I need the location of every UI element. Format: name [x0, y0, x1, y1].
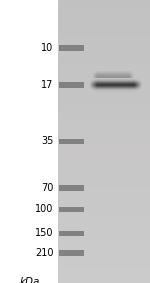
- Text: 10: 10: [41, 43, 53, 53]
- Bar: [59, 250, 84, 256]
- Bar: [0, 0, 58, 283]
- Bar: [59, 82, 84, 88]
- Bar: [59, 185, 84, 191]
- Text: 100: 100: [35, 204, 53, 215]
- Text: 17: 17: [41, 80, 53, 90]
- Text: 35: 35: [41, 136, 53, 147]
- Bar: [59, 231, 84, 236]
- Text: 210: 210: [35, 248, 53, 258]
- Text: 150: 150: [35, 228, 53, 239]
- Bar: [59, 139, 84, 144]
- Bar: [59, 207, 84, 212]
- Text: kDa: kDa: [20, 277, 40, 283]
- Bar: [59, 45, 84, 51]
- Text: 70: 70: [41, 183, 53, 193]
